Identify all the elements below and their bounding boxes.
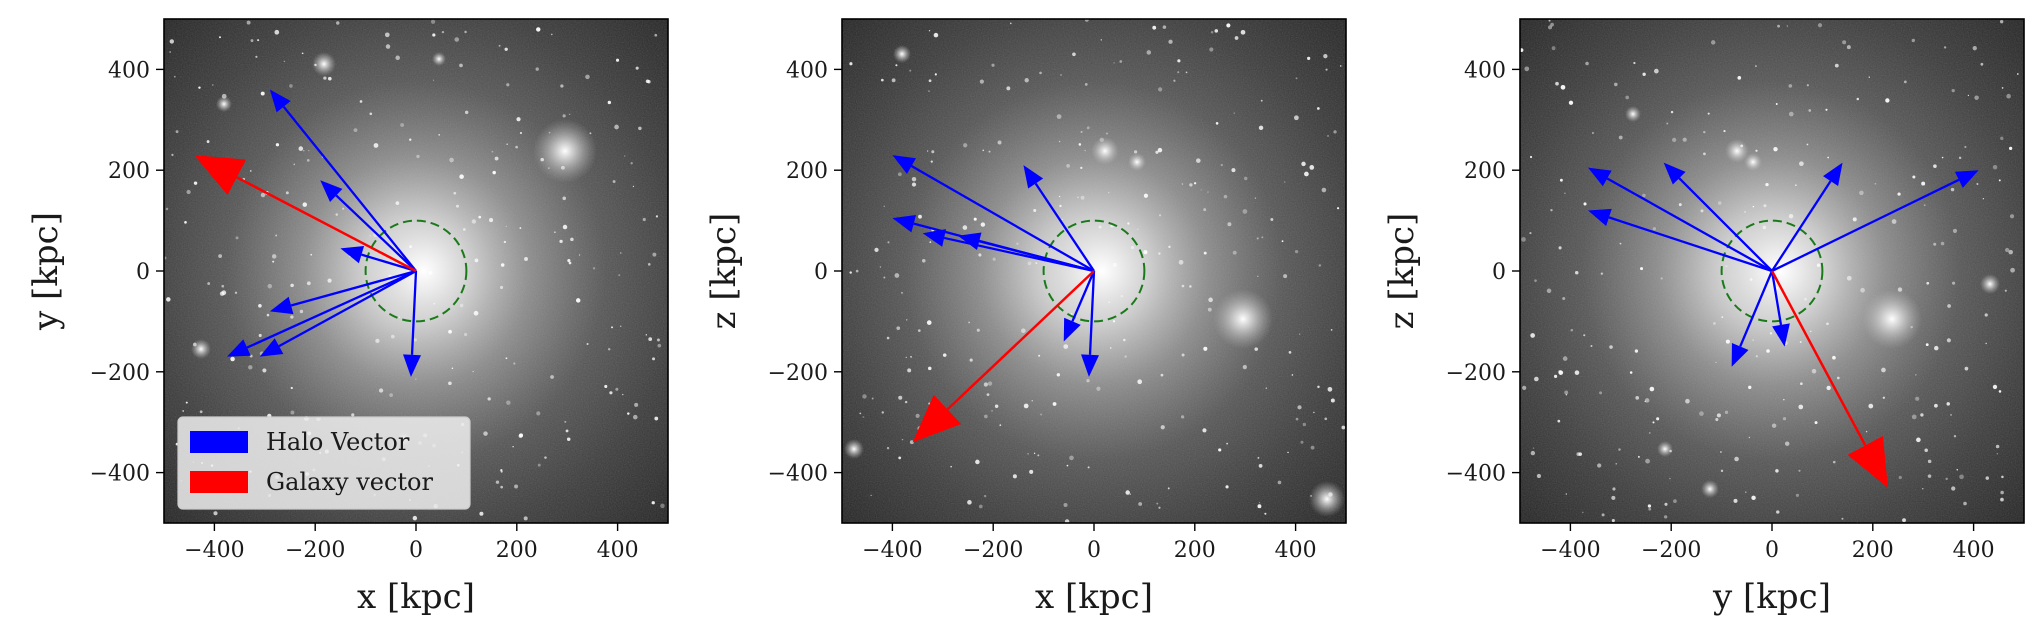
legend-item-1: Halo Vector — [190, 428, 410, 456]
y-tick-label: 200 — [108, 159, 150, 184]
virial-circle — [364, 219, 468, 323]
y-tick-label: −200 — [1446, 361, 1506, 386]
halo-vector-7 — [1081, 270, 1099, 377]
galaxy-vector — [912, 270, 1095, 443]
galaxy-vector — [1770, 270, 1888, 488]
y-tick-label: −400 — [1446, 462, 1506, 487]
legend-item-2: Galaxy vector — [190, 468, 433, 496]
halo-vector-6 — [259, 269, 417, 357]
y-tick-label: −200 — [90, 361, 150, 386]
x-tick-label: 200 — [496, 538, 538, 563]
virial-circle — [1042, 219, 1146, 323]
x-tick-label: 0 — [1087, 538, 1101, 563]
density-image — [842, 19, 1346, 523]
x-tick-label: 400 — [1275, 538, 1317, 563]
halo-vector-4 — [269, 269, 417, 315]
density-image — [1520, 19, 2024, 523]
x-axis-label: y [kpc] — [1712, 577, 1831, 617]
x-tick-label: −400 — [862, 538, 922, 563]
x-tick-label: 0 — [1765, 538, 1779, 563]
x-tick-label: −400 — [1540, 538, 1600, 563]
y-axis-label: y [kpc] — [26, 212, 66, 331]
x-tick-label: −200 — [285, 538, 345, 563]
x-tick-label: −400 — [184, 538, 244, 563]
y-tick-label: 0 — [136, 260, 150, 285]
halo-vector-2 — [1588, 208, 1773, 273]
halo-vector-5 — [1771, 170, 1979, 273]
legend-label: Halo Vector — [266, 428, 410, 456]
x-tick-label: 200 — [1174, 538, 1216, 563]
x-axis-label: x [kpc] — [1035, 577, 1153, 617]
halo-vector-7 — [1770, 270, 1790, 347]
galaxy-vector — [194, 155, 417, 273]
legend: Halo Vector Galaxy vector — [177, 416, 471, 510]
halo-vector-4 — [1771, 162, 1843, 272]
y-tick-label: 400 — [108, 58, 150, 83]
y-tick-label: 400 — [786, 58, 828, 83]
y-axis-label: z [kpc] — [1382, 213, 1422, 330]
halo-vector-3 — [1663, 162, 1773, 272]
halo-vector-7 — [403, 270, 421, 377]
y-tick-label: −400 — [90, 462, 150, 487]
x-tick-label: 200 — [1852, 538, 1894, 563]
halo-vector-5 — [227, 269, 417, 357]
y-tick-label: −200 — [768, 361, 828, 386]
legend-label: Galaxy vector — [266, 468, 433, 496]
y-tick-label: 0 — [814, 260, 828, 285]
halo-vector-1 — [892, 155, 1095, 272]
panel-1: −400 −400 −200 −200 0 0 200 200 400 400 x [kpc] y [… — [26, 18, 669, 617]
halo-vector-1 — [1588, 167, 1773, 273]
x-axis-label: x [kpc] — [357, 577, 475, 617]
x-tick-label: 0 — [409, 538, 423, 563]
y-tick-label: −400 — [768, 462, 828, 487]
halo-vector-6 — [1731, 270, 1774, 367]
x-tick-label: −200 — [963, 538, 1023, 563]
y-axis-label: z [kpc] — [704, 213, 744, 330]
halo-vector-6 — [1063, 270, 1096, 342]
x-tick-label: 400 — [1953, 538, 1995, 563]
virial-circle — [1720, 219, 1824, 323]
legend-swatch — [190, 431, 248, 453]
y-tick-label: 0 — [1492, 260, 1506, 285]
halo-vector-2 — [320, 180, 417, 272]
panel-3: −400 −400 −200 −200 0 0 200 200 400 400 y [kpc] z [… — [1382, 18, 2025, 617]
legend-swatch — [190, 471, 248, 493]
x-tick-label: −200 — [1641, 538, 1701, 563]
y-tick-label: 200 — [1464, 159, 1506, 184]
y-tick-label: 200 — [786, 159, 828, 184]
density-image — [164, 19, 668, 523]
panel-2: −400 −400 −200 −200 0 0 200 200 400 400 x [kpc] z [… — [704, 18, 1347, 617]
y-tick-label: 400 — [1464, 58, 1506, 83]
halo-vector-1 — [269, 89, 417, 272]
halo-vector-4 — [957, 232, 1095, 273]
halo-vector-3 — [340, 246, 417, 273]
x-tick-label: 400 — [597, 538, 639, 563]
halo-vector-5 — [1023, 165, 1095, 272]
